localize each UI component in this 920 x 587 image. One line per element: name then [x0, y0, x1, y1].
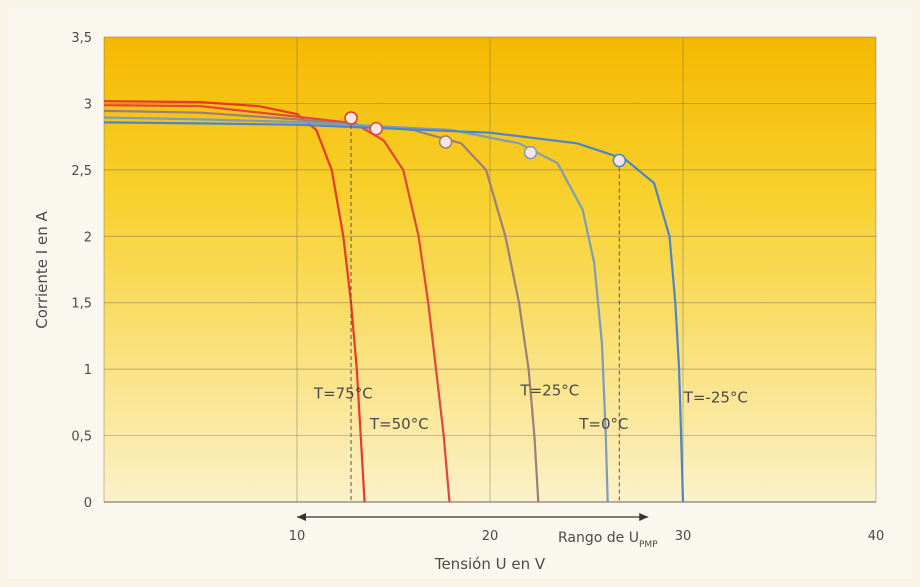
range-arrowhead-left — [297, 513, 306, 521]
mpp-point — [344, 111, 358, 125]
series-label: T=-25°C — [683, 388, 748, 406]
series-line — [104, 104, 451, 502]
x-tick-label: 30 — [675, 529, 692, 544]
y-tick-label: 1,5 — [71, 297, 92, 312]
mpp-point — [612, 153, 627, 168]
series-line — [104, 121, 685, 502]
range-annotation-label: Rango de UPMP — [558, 530, 658, 550]
y-axis-ticks: 0 0,5 1 1,5 2 2,5 3 3,5 — [71, 31, 92, 511]
y-axis-label: Corriente I en A — [33, 211, 51, 329]
x-tick-label: 10 — [289, 529, 306, 544]
x-axis-ticks: 10 20 30 40 — [289, 529, 885, 544]
range-annotation: Rango de UPMP — [297, 513, 658, 550]
y-tick-label: 3,5 — [71, 31, 92, 46]
y-tick-label: 2,5 — [71, 164, 92, 179]
mpp-point — [369, 121, 383, 136]
y-tick-label: 2 — [84, 230, 92, 245]
y-tick-label: 0 — [84, 496, 92, 511]
series-line — [104, 100, 366, 502]
y-tick-label: 0,5 — [71, 430, 92, 445]
series-labels: T=75°C T=50°C T=25°C T=0°C T=-25°C — [313, 382, 748, 433]
y-tick-label: 1 — [84, 363, 92, 378]
series-group — [104, 100, 685, 502]
mpp-markers — [344, 111, 627, 502]
x-axis-label: Tensión U en V — [434, 555, 546, 573]
series-label: T=75°C — [313, 384, 373, 402]
mpp-point — [523, 145, 538, 160]
x-tick-label: 40 — [868, 529, 885, 544]
series-label: T=50°C — [369, 415, 429, 433]
series-line — [104, 116, 609, 502]
series-label: T=25°C — [519, 382, 579, 400]
series-label: T=0°C — [578, 415, 628, 433]
series-line — [104, 109, 540, 502]
mpp-point — [438, 135, 453, 149]
grid — [103, 36, 877, 503]
x-tick-label: 20 — [482, 529, 499, 544]
y-tick-label: 3 — [84, 97, 92, 112]
range-arrowhead-right — [639, 513, 649, 521]
